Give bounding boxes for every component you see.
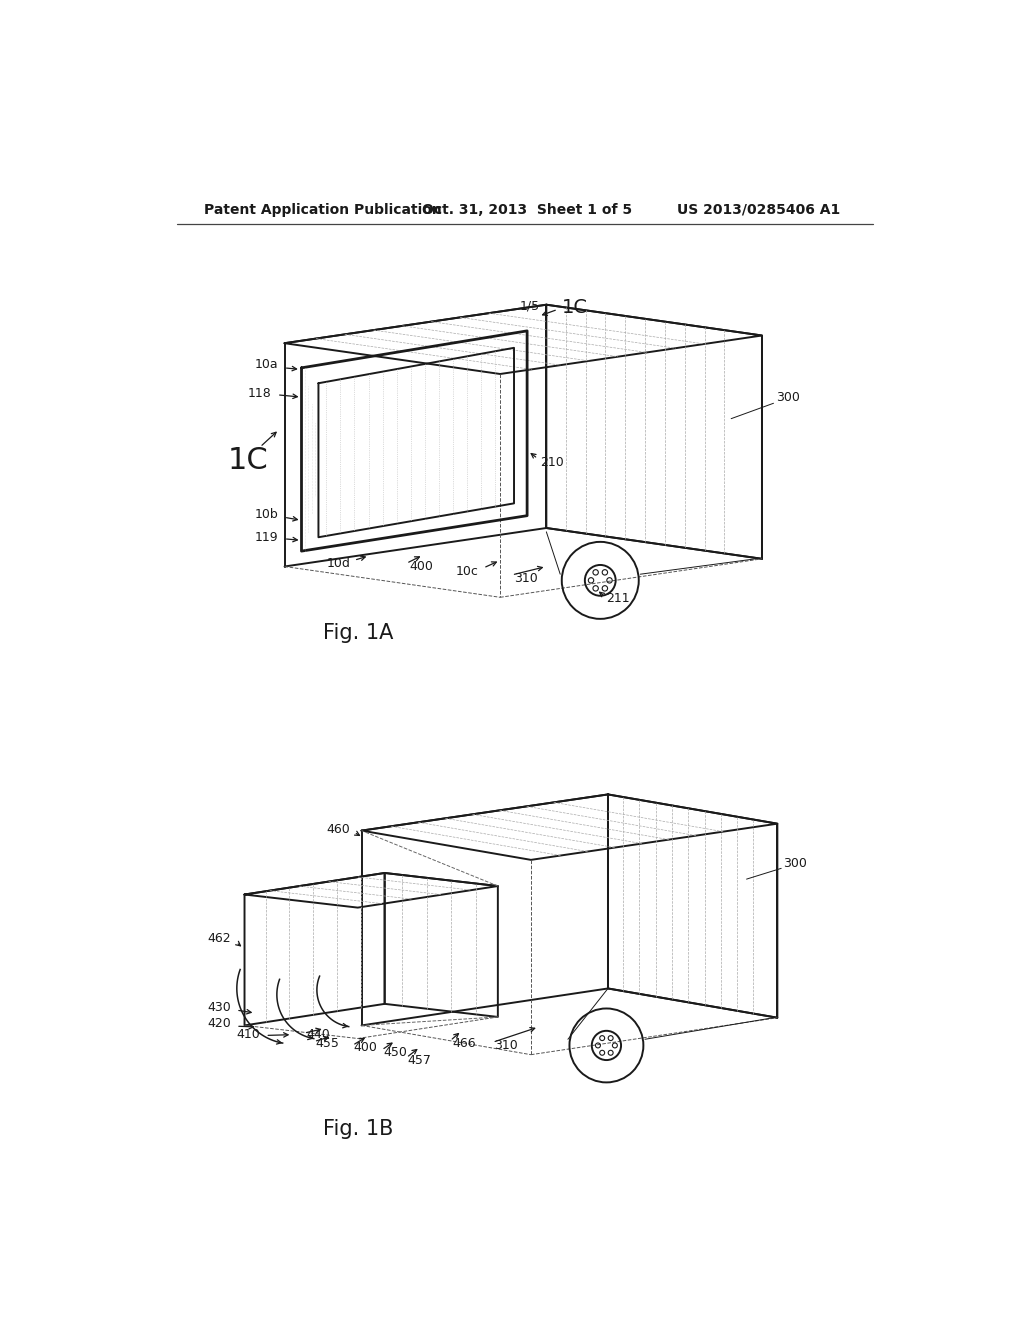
Text: 300: 300 [783, 857, 807, 870]
Text: 410: 410 [237, 1028, 260, 1041]
Text: 1C: 1C [227, 446, 268, 475]
Text: 310: 310 [514, 572, 538, 585]
Text: 462: 462 [207, 932, 230, 945]
Text: 118: 118 [248, 387, 271, 400]
Text: 310: 310 [494, 1039, 518, 1052]
Text: 300: 300 [776, 391, 800, 404]
Text: 1/5: 1/5 [519, 300, 540, 313]
Text: 211: 211 [606, 593, 630, 606]
Text: 430: 430 [207, 1001, 230, 1014]
Text: 1C: 1C [562, 297, 588, 317]
Text: 10d: 10d [327, 557, 351, 570]
Text: 400: 400 [354, 1041, 378, 1055]
Text: Oct. 31, 2013  Sheet 1 of 5: Oct. 31, 2013 Sheet 1 of 5 [422, 203, 632, 216]
Text: 420: 420 [207, 1018, 230, 1031]
Text: 455: 455 [315, 1038, 339, 1051]
Text: US 2013/0285406 A1: US 2013/0285406 A1 [677, 203, 841, 216]
Text: 119: 119 [255, 531, 279, 544]
Text: 210: 210 [541, 455, 564, 469]
Text: 10b: 10b [255, 508, 279, 520]
Text: 457: 457 [408, 1055, 432, 1068]
Text: 440: 440 [306, 1028, 330, 1041]
Text: 460: 460 [327, 822, 350, 836]
Text: Patent Application Publication: Patent Application Publication [204, 203, 441, 216]
Text: Fig. 1A: Fig. 1A [323, 623, 393, 643]
Text: 10c: 10c [456, 565, 478, 578]
Text: Fig. 1B: Fig. 1B [323, 1118, 393, 1139]
Text: 400: 400 [410, 560, 433, 573]
Text: 450: 450 [383, 1045, 407, 1059]
Text: 466: 466 [453, 1038, 476, 1051]
Text: 10a: 10a [255, 358, 279, 371]
